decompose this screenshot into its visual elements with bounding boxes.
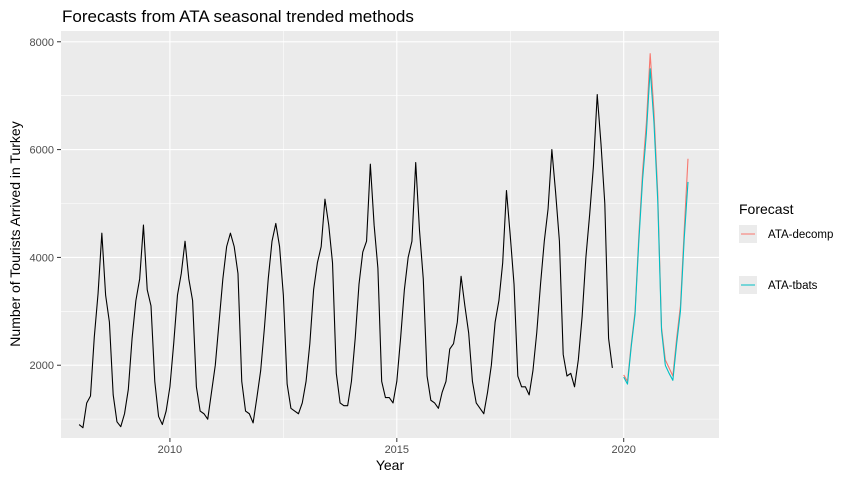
series-line-history	[78, 94, 613, 429]
plot-panel	[61, 31, 719, 438]
chart-title: Forecasts from ATA seasonal trended meth…	[62, 7, 414, 26]
legend-label-ata-decomp: ATA-decomp	[768, 229, 833, 241]
legend-label-ata-tbats: ATA-tbats	[768, 280, 818, 292]
y-tick-label: 8000	[30, 37, 54, 49]
grid-lines	[61, 31, 719, 438]
series-lines	[78, 53, 689, 429]
legend: Forecast ATA-decomp ATA-tbats	[739, 201, 833, 294]
y-axis-title: Number of Tourists Arrived in Turkey	[7, 121, 23, 346]
y-tick-label: 2000	[30, 360, 54, 372]
x-tick-label: 2015	[385, 444, 409, 456]
y-tick-label: 4000	[30, 252, 54, 264]
x-tick-label: 2020	[611, 444, 635, 456]
series-line-ata-tbats	[623, 68, 689, 385]
y-tick-label: 6000	[30, 145, 54, 157]
x-axis-title: Year	[376, 457, 405, 473]
axes: 2010 2015 2020 2000 4000 6000 8000	[30, 37, 636, 456]
legend-key-ata-decomp	[739, 225, 757, 243]
legend-title: Forecast	[739, 201, 794, 217]
x-tick-label: 2010	[158, 444, 182, 456]
legend-key-ata-tbats	[739, 276, 757, 294]
